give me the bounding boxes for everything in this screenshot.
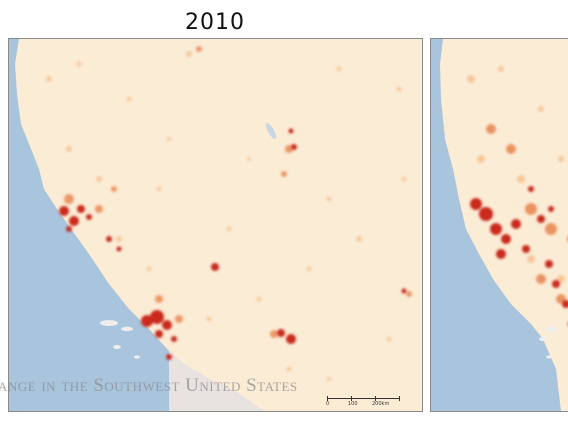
channel-islands-right (539, 326, 557, 359)
urban-dense (59, 128, 407, 360)
urban-dense-right (470, 186, 568, 308)
scale-label-0: 0 (326, 401, 330, 407)
urban-light (46, 51, 407, 381)
channel-islands (100, 320, 140, 359)
map-panel-right (430, 38, 568, 412)
watermark-caption: ange in the Southwest United States (0, 375, 298, 396)
mexico-land (169, 351, 264, 411)
urban-mid-right (486, 124, 568, 304)
great-salt-lake (265, 123, 277, 139)
scale-bar: 0 100 200km (326, 394, 401, 408)
map-panel-2010: 0 100 200km (8, 38, 423, 412)
map-right (431, 39, 568, 411)
land-mass (15, 39, 422, 411)
panel-title-2010: 2010 (185, 10, 245, 35)
scale-label-200km: 200km (372, 401, 390, 407)
urban-light-right (467, 66, 565, 283)
land-mass-right (440, 39, 568, 411)
urban-mid (64, 46, 412, 338)
scale-label-100: 100 (348, 401, 358, 407)
map-2010 (9, 39, 422, 411)
